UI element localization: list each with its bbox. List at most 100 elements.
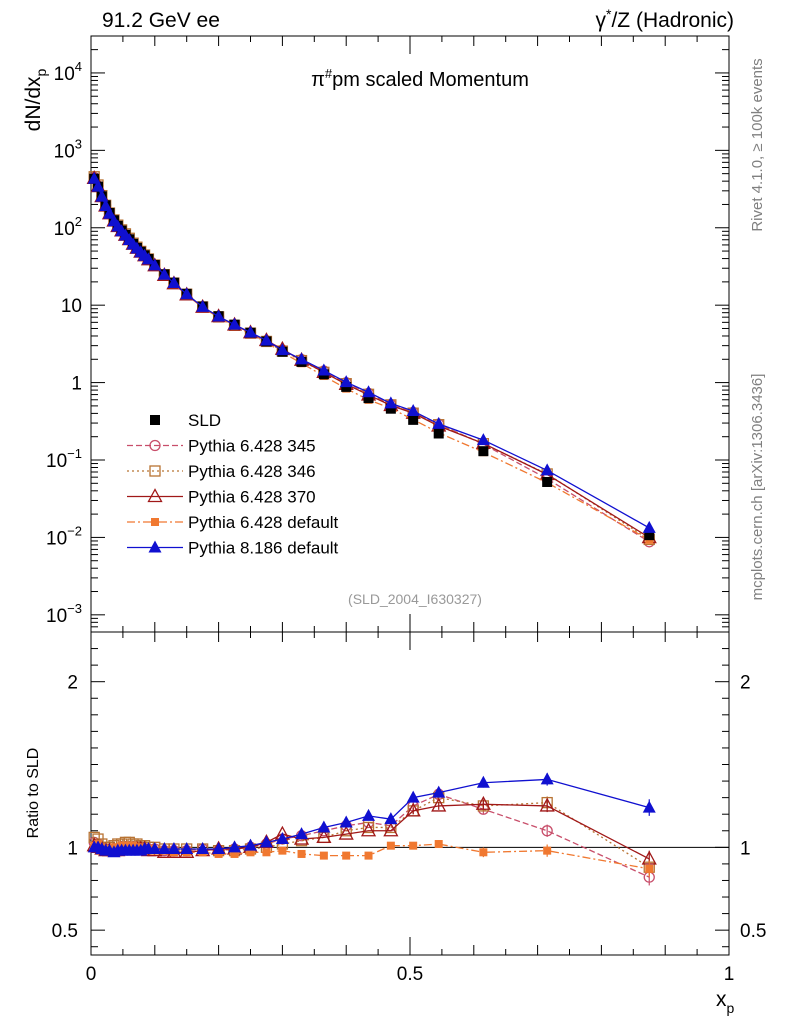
- ratio-y-tick-label: 1: [67, 838, 78, 859]
- legend: SLD Pythia 6.428 345 Pythia 6.428 346 Pythi…: [127, 411, 339, 558]
- ratio-point-pythia-8-186-default: [540, 772, 554, 785]
- ratio-point-pythia-8-186-default: [406, 790, 420, 803]
- ratio-point-pythia-6-428-default: [297, 849, 306, 858]
- main-y-tick-label: 10−3: [46, 601, 82, 627]
- main-point-pythia-8-186-default: [476, 433, 490, 446]
- main-point-pythia-8-186-default: [540, 463, 554, 476]
- header-left: 91.2 GeV ee: [102, 9, 220, 32]
- main-point-pythia-8-186-default: [339, 375, 353, 388]
- ratio-point-pythia-6-428-default: [386, 841, 395, 850]
- ratio-point-pythia-8-186-default: [384, 812, 398, 825]
- ratio-point-pythia-8-186-default: [228, 840, 242, 853]
- chart-title: π#pm scaled Momentum: [311, 66, 529, 91]
- main-y-tick-label: 102: [54, 214, 82, 240]
- header-right: γ*/Z (Hadronic): [596, 6, 734, 32]
- ratio-y-ticks: 0.5 0.5 1 1 2 2: [52, 631, 766, 948]
- legend-marker-pythia-6-428-346: [149, 465, 161, 477]
- ratio-point-pythia-6-428-370: [405, 802, 421, 817]
- ratio-point-pythia-8-186-default: [432, 785, 446, 798]
- ratio-point-pythia-6-428-default: [278, 846, 287, 855]
- mcplots-credit: mcplots.cern.ch [arXiv:1306.3436]: [749, 374, 766, 601]
- ratio-point-pythia-6-428-370: [431, 797, 447, 812]
- y-axis-label: dN/dxp: [22, 68, 49, 131]
- ratio-point-pythia-6-428-default: [246, 848, 255, 857]
- ratio-point-pythia-8-186-default: [259, 835, 273, 848]
- main-point-pythia-8-186-default: [642, 520, 656, 533]
- rivet-version: Rivet 4.1.0, ≥ 100k events: [749, 58, 766, 231]
- ratio-point-pythia-6-428-default: [434, 840, 443, 849]
- ratio-point-pythia-8-186-default: [167, 841, 181, 854]
- ratio-point-pythia-6-428-370: [475, 795, 491, 810]
- legend-marker-pythia-6-428-370: [147, 488, 163, 503]
- legend-label-pythia-6-428-345: Pythia 6.428 345: [188, 437, 316, 456]
- main-y-tick-label: 103: [54, 136, 82, 162]
- x-tick-label: 0.5: [397, 964, 423, 985]
- ratio-point-pythia-6-428-default: [543, 846, 552, 855]
- main-y-tick-label: 10: [61, 296, 82, 317]
- legend-label-pythia-6-428-346: Pythia 6.428 346: [188, 462, 316, 481]
- legend-label-pythia-8-186-default: Pythia 8.186 default: [188, 539, 339, 558]
- main-point-sld: [644, 530, 655, 541]
- ratio-point-pythia-6-428-370: [316, 829, 332, 844]
- ratio-point-pythia-6-428-default: [409, 841, 418, 850]
- main-point-pythia-8-186-default: [180, 287, 194, 300]
- main-point-pythia-8-186-default: [244, 325, 257, 338]
- ratio-point-pythia-8-186-default: [196, 841, 210, 854]
- ratio-point-pythia-8-186-default: [148, 841, 162, 854]
- legend-marker-pythia-6-428-345: [149, 439, 161, 452]
- ratio-point-pythia-6-428-370: [383, 822, 399, 837]
- ratio-y-tick-label: 0.5: [52, 921, 78, 942]
- main-point-pythia-8-186-default: [362, 385, 376, 398]
- ratio-point-pythia-6-428-default: [342, 851, 351, 860]
- x-axis-label: xp: [716, 988, 735, 1016]
- main-point-pythia-8-186-default: [275, 343, 289, 356]
- main-y-tick-label: 104: [54, 59, 82, 85]
- ratio-y-tick-label: 2: [67, 673, 78, 694]
- main-point-sld: [542, 476, 553, 487]
- ratio-point-pythia-6-428-default: [364, 851, 373, 860]
- x-tick-label: 0: [86, 964, 97, 985]
- ratio-point-pythia-6-428-370: [539, 797, 555, 812]
- ratio-point-pythia-8-186-default: [295, 827, 309, 840]
- ratio-point-pythia-6-428-370: [360, 822, 377, 837]
- ratio-point-pythia-8-186-default: [642, 800, 656, 813]
- legend-label-pythia-6-428-370: Pythia 6.428 370: [188, 488, 316, 507]
- main-point-sld: [478, 446, 489, 457]
- ratio-point-pythia-8-186-default: [317, 820, 331, 833]
- ratio-point-pythia-8-186-default: [212, 841, 226, 854]
- main-point-pythia-8-186-default: [212, 309, 226, 322]
- main-point-pythia-8-186-default: [259, 333, 273, 346]
- ratio-point-pythia-6-428-default: [319, 851, 328, 860]
- main-y-tick-label: 10−2: [46, 523, 82, 549]
- ratio-point-pythia-8-186-default: [339, 815, 353, 828]
- analysis-id: (SLD_2004_I630327): [348, 591, 482, 607]
- main-point-pythia-8-186-default: [295, 352, 309, 365]
- ratio-point-pythia-8-186-default: [362, 808, 376, 821]
- ratio-series: [86, 772, 657, 886]
- legend-marker-pythia-6-428-default: [151, 518, 159, 526]
- ratio-point-pythia-8-186-default: [476, 775, 490, 788]
- ratio-point-pythia-6-428-default: [645, 864, 654, 873]
- main-point-sld: [385, 403, 396, 414]
- main-series: [86, 170, 657, 548]
- main-point-sld: [433, 428, 444, 439]
- main-point-pythia-8-186-default: [141, 252, 155, 265]
- ratio-point-pythia-6-428-default: [230, 849, 239, 858]
- main-point-pythia-8-186-default: [148, 258, 162, 271]
- ratio-point-pythia-8-186-default: [244, 838, 257, 851]
- main-point-pythia-8-186-default: [384, 396, 398, 409]
- ratio-point-pythia-6-428-default: [262, 848, 271, 857]
- ratio-point-pythia-8-186-default: [157, 841, 171, 854]
- main-plot: 10−3 10−2 10−1 1 10 102 103 104: [46, 35, 730, 633]
- main-point-pythia-8-186-default: [103, 206, 117, 219]
- ratio-point-pythia-6-428-370: [338, 825, 354, 840]
- ratio-y-tick-label-right: 2: [740, 673, 751, 694]
- main-point-sld: [408, 414, 419, 425]
- main-point-sld: [363, 393, 374, 404]
- main-y-ticks: 10−3 10−2 10−1 1 10 102 103 104: [46, 35, 729, 633]
- ratio-x-ticks: 0 0.5 1: [86, 632, 734, 985]
- ratio-plot: 0.5 0.51 12 2 0 0.5 1: [52, 631, 766, 985]
- main-point-pythia-8-186-default: [95, 189, 109, 202]
- ratio-y-axis-label: Ratio to SLD: [25, 748, 42, 839]
